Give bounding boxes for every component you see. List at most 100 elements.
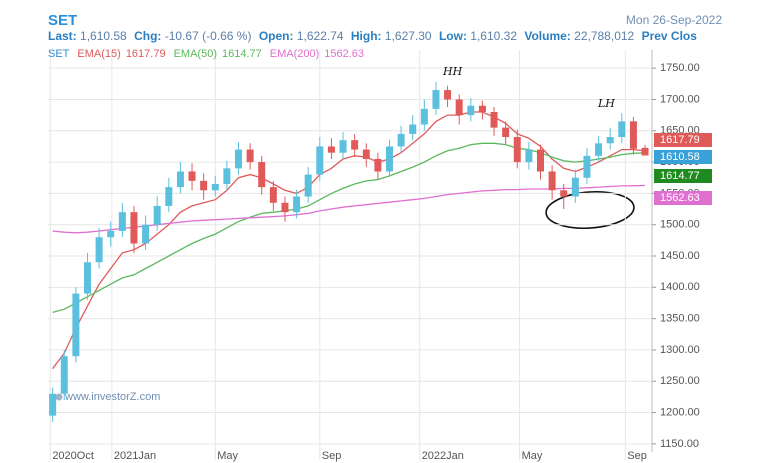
candle-body <box>316 146 324 175</box>
candle-body <box>467 105 475 116</box>
price-badge-label: 1617.79 <box>660 134 700 146</box>
candle-body <box>525 149 533 163</box>
y-tick-label: 1750.00 <box>660 62 700 74</box>
candle-body <box>83 262 91 294</box>
candle-body <box>478 105 486 112</box>
candle-body <box>490 111 498 128</box>
legend-entry: EMA(50) <box>174 48 217 60</box>
stat-value: 1,610.58 <box>80 29 127 43</box>
candle-body <box>362 149 370 159</box>
candle-body <box>571 177 579 197</box>
candle-body <box>629 121 637 149</box>
candle-body <box>455 99 463 116</box>
candle-body <box>142 224 150 244</box>
header: SET <box>48 12 768 30</box>
y-tick-label: 1400.00 <box>660 281 700 293</box>
candle-body <box>339 140 347 153</box>
candle-body <box>281 202 289 213</box>
price-badge <box>654 191 712 205</box>
x-tick-label: 2021Jan <box>114 450 156 462</box>
legend: SET EMA(15) 1617.79 EMA(50) 1614.77 EMA(200) 1… <box>48 48 364 60</box>
candle-body <box>595 143 603 156</box>
price-badge <box>654 133 712 147</box>
candle-body <box>548 171 556 191</box>
stat-label: Prev Clos <box>641 29 697 43</box>
candle-body <box>258 162 266 188</box>
candle-body <box>176 171 184 188</box>
candle-body <box>618 121 626 138</box>
stat-value: -10.67 (-0.66 %) <box>164 29 252 43</box>
stat-value: 1,610.32 <box>470 29 518 43</box>
price-badge <box>654 169 712 183</box>
x-tick-label: May <box>217 450 238 462</box>
candle-body <box>49 393 57 416</box>
candle-body <box>304 174 312 197</box>
candle-body <box>188 171 196 181</box>
candle-body <box>234 149 242 169</box>
stat-value: 1,627.30 <box>384 29 432 43</box>
price-badge-label: 1614.77 <box>660 170 700 182</box>
x-tick-label: Sep <box>627 450 647 462</box>
ema-line <box>52 142 646 314</box>
stat-value: 1,622.74 <box>296 29 344 43</box>
candle-body <box>536 149 544 172</box>
hand-drawn-circle <box>545 190 635 230</box>
candle-body <box>72 293 80 357</box>
candle-body <box>165 187 173 206</box>
legend-entry: EMA(200) <box>270 48 320 60</box>
candle-body <box>153 205 161 225</box>
ema-line <box>52 111 646 370</box>
stat-label: High: <box>350 29 382 43</box>
candle-body <box>223 168 231 184</box>
legend-entry: 1617.79 <box>126 48 166 60</box>
price-badge-label: 1610.58 <box>660 151 700 163</box>
y-tick-label: 1350.00 <box>660 313 700 325</box>
x-tick-label: May <box>522 450 543 462</box>
candle-body <box>502 127 510 138</box>
watermark: www.investorZ.com <box>64 391 160 403</box>
candle-body <box>420 108 428 125</box>
y-tick-label: 1300.00 <box>660 344 700 356</box>
stats-bar: Last: 1,610.58 Chg: -10.67 (-0.66 %) Ope… <box>48 29 768 43</box>
stat-label: Volume: <box>524 29 571 43</box>
stat-label: Open: <box>258 29 294 43</box>
candle-body <box>606 137 614 144</box>
x-tick-label: 2022Jan <box>422 450 464 462</box>
price-badge-label: 1562.63 <box>660 192 700 204</box>
y-tick-label: 1700.00 <box>660 93 700 105</box>
stat-label: Low: <box>438 29 467 43</box>
candle-body <box>397 133 405 147</box>
candle-body <box>385 146 393 172</box>
candle-body <box>211 184 219 191</box>
y-tick-label: 1500.00 <box>660 219 700 231</box>
candle-body <box>583 155 591 178</box>
candle-body <box>374 158 382 172</box>
x-tick-label: 2020Oct <box>52 450 94 462</box>
y-tick-label: 1250.00 <box>660 375 700 387</box>
symbol: SET <box>48 12 78 29</box>
watermark-icon <box>55 393 63 401</box>
candle-body <box>293 196 301 213</box>
y-tick-label: 1450.00 <box>660 250 700 262</box>
stat-label: Last: <box>48 29 77 43</box>
stat-value: 22,788,012 <box>574 29 635 43</box>
candle-body <box>432 90 440 109</box>
price-badge <box>654 150 712 164</box>
candle-body <box>513 137 521 163</box>
legend-entry: 1562.63 <box>324 48 364 60</box>
candle-body <box>269 187 277 203</box>
legend-entry: EMA(15) <box>77 48 120 60</box>
candle-body <box>130 212 138 244</box>
x-tick-label: Sep <box>322 450 342 462</box>
candle-body <box>200 180 208 191</box>
y-tick-label: 1200.00 <box>660 406 700 418</box>
annotation: LH <box>597 97 615 110</box>
y-tick-label: 1150.00 <box>660 438 699 450</box>
candle-body <box>641 147 649 156</box>
legend-entry: SET <box>48 48 70 60</box>
candle-body <box>560 190 568 197</box>
candle-body <box>351 140 359 150</box>
date: Mon 26-Sep-2022 <box>625 13 722 27</box>
